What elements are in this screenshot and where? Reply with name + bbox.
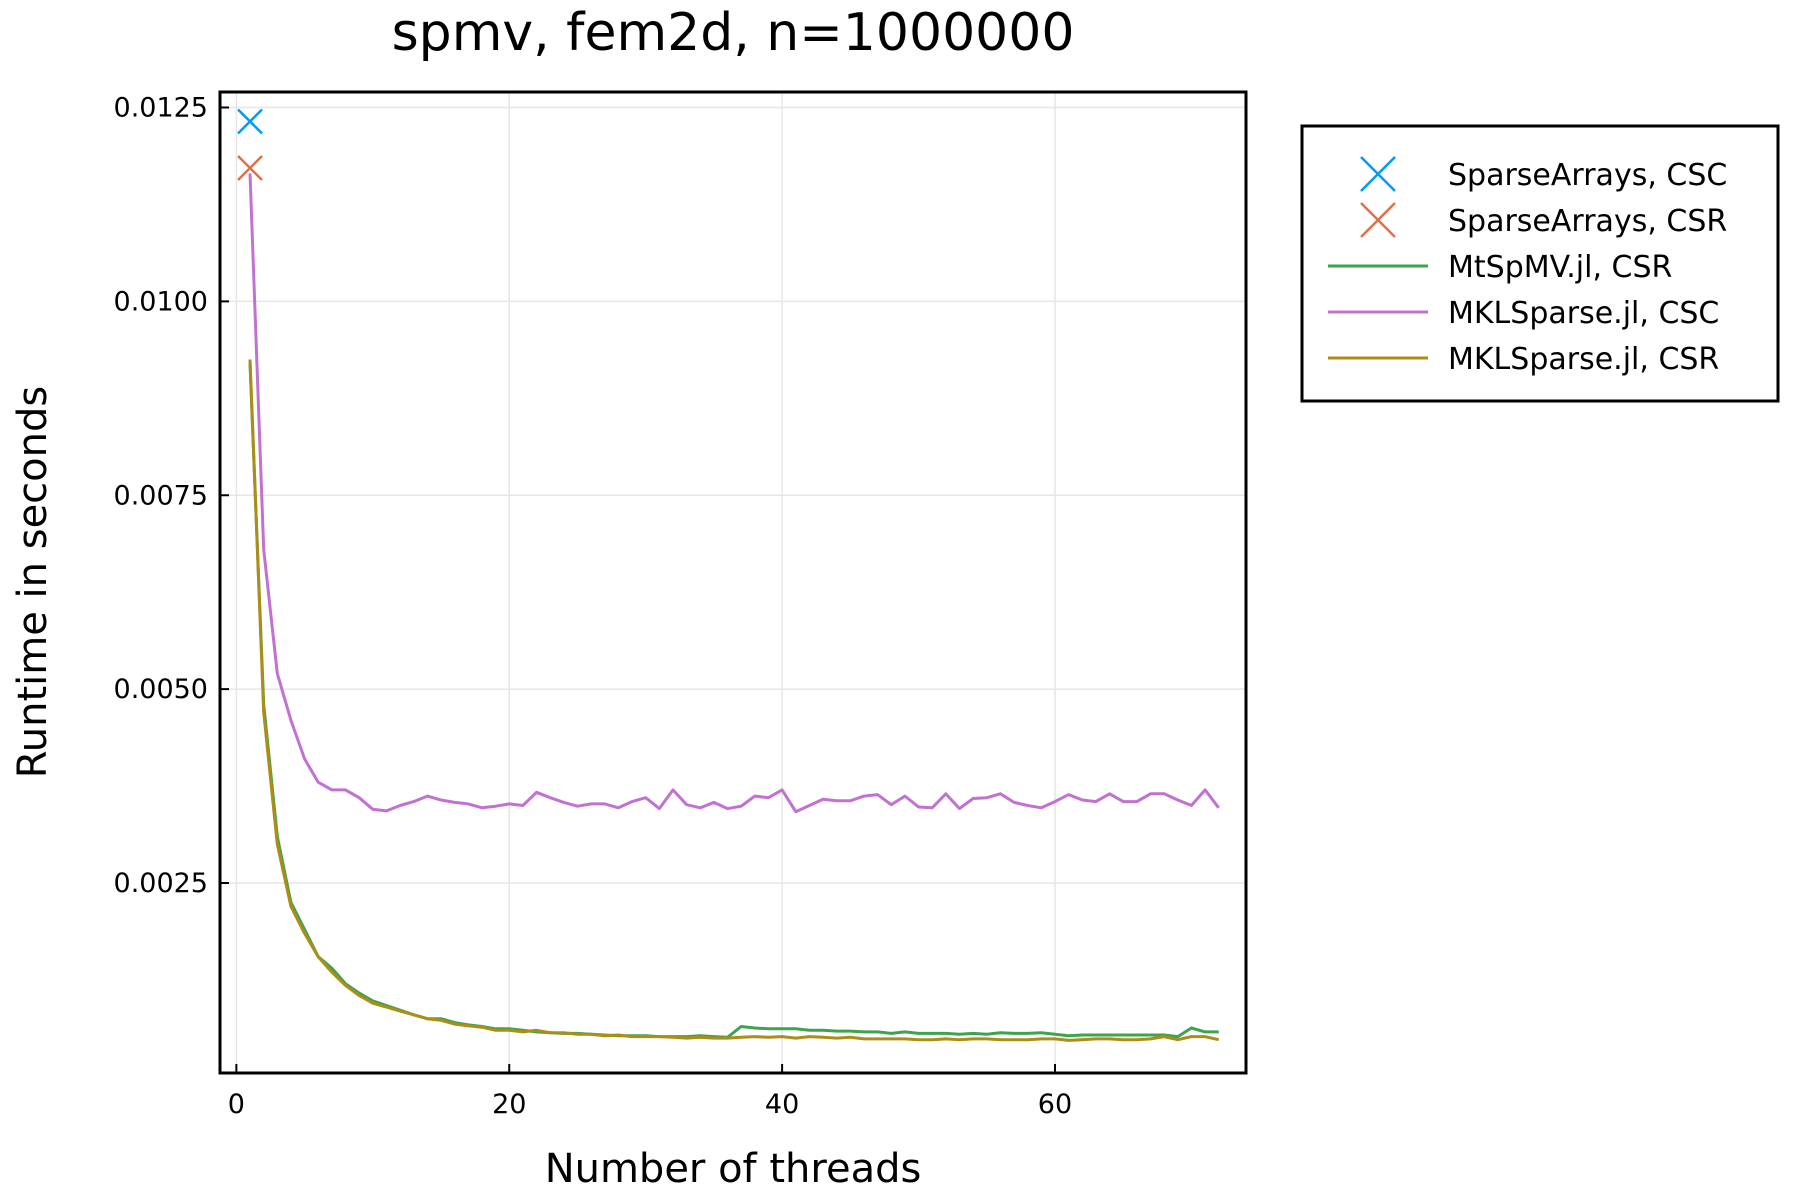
legend-label: MKLSparse.jl, CSR — [1448, 342, 1719, 377]
legend-swatch-marker — [1360, 156, 1396, 192]
y-tick-label: 0.0125 — [114, 93, 208, 124]
y-tick-label: 0.0100 — [114, 286, 208, 317]
x-axis-title: Number of threads — [545, 1146, 922, 1192]
y-tick-label: 0.0050 — [114, 674, 208, 705]
y-axis-title: Runtime in seconds — [10, 386, 56, 778]
legend-label: MtSpMV.jl, CSR — [1448, 250, 1672, 285]
plot-frame — [218, 90, 1248, 1075]
legend-label: MKLSparse.jl, CSC — [1448, 296, 1719, 331]
legend-swatch-marker — [1360, 202, 1396, 238]
legend-entry: SparseArrays, CSR — [1360, 202, 1727, 239]
grid — [220, 92, 1246, 1073]
series-marker — [237, 108, 263, 135]
y-tick-label: 0.0075 — [114, 480, 208, 511]
legend-entry: SparseArrays, CSC — [1360, 156, 1727, 193]
legend-label: SparseArrays, CSC — [1448, 158, 1727, 193]
x-tick-label: 60 — [1038, 1089, 1072, 1120]
series-layer — [237, 108, 1220, 1042]
axis-ticks: 0 20 40 60 0.0025 0.0050 0.0075 0.0100 0.0125 — [114, 93, 1073, 1120]
legend: SparseArrays, CSC SparseArrays, CSR MtSpMV… — [1300, 124, 1780, 403]
x-tick-label: 0 — [228, 1089, 245, 1120]
legend-entries: SparseArrays, CSC SparseArrays, CSR MtSpMV… — [1328, 156, 1727, 377]
legend-entry: MtSpMV.jl, CSR — [1328, 250, 1672, 285]
series-line — [248, 359, 1220, 1042]
legend-entry: MKLSparse.jl, CSC — [1328, 296, 1719, 331]
series-marker — [237, 155, 263, 181]
legend-label: SparseArrays, CSR — [1448, 204, 1727, 239]
chart-title: spmv, fem2d, n=1000000 — [392, 3, 1075, 63]
x-tick-label: 40 — [765, 1089, 799, 1120]
legend-entry: MKLSparse.jl, CSR — [1328, 342, 1719, 377]
x-tick-label: 20 — [492, 1089, 526, 1120]
series-line — [248, 173, 1220, 814]
y-tick-label: 0.0025 — [114, 868, 208, 899]
